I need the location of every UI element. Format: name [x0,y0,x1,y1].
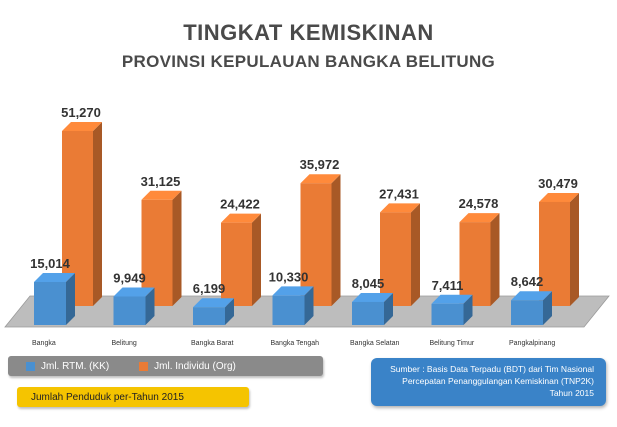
data-label-rtm-5: 7,411 [432,278,464,293]
data-label-rtm-3: 10,330 [269,269,309,284]
data-label-individu-2: 24,422 [220,197,260,212]
bar-individu-2 [221,213,261,306]
population-note: Jumlah Penduduk per-Tahun 2015 [17,387,249,407]
legend-item-rtm: Jml. RTM. (KK) [26,361,109,372]
data-label-individu-5: 24,578 [459,196,499,211]
bar-rtm-1 [113,287,155,325]
legend: Jml. RTM. (KK) Jml. Individu (Org) [8,356,323,376]
category-label-5: Belitung Timur [430,340,475,347]
chart-title: TINGKAT KEMISKINAN [183,20,434,45]
legend-label-individu: Jml. Individu (Org) [154,360,236,372]
data-label-individu-0: 51,270 [61,105,101,120]
bar-rtm-5 [431,294,473,325]
bar-individu-1 [141,190,182,306]
bar-rtm-2 [193,298,234,325]
legend-swatch-individu [139,361,149,371]
source-line-2: Percepatan Penanggulangan Kemiskinan (TN… [402,376,594,386]
bar-rtm-3 [272,286,314,325]
bar-individu-0 [62,122,102,306]
legend-swatch-rtm [26,361,35,371]
bar-individu-5 [459,213,500,306]
legend-label-rtm: Jml. RTM. (KK) [41,360,110,372]
bar-rtm-4 [352,292,393,325]
source-line-1: Sumber : Basis Data Terpadu (BDT) dari T… [390,364,594,374]
legend-item-individu: Jml. Individu (Org) [139,361,236,372]
data-label-rtm-6: 8,642 [511,274,544,289]
data-label-individu-6: 30,479 [538,176,578,191]
category-label-3: Bangka Tengah [271,340,320,347]
bar-individu-6 [539,192,579,306]
bar-individu-4 [380,203,420,306]
chart-subtitle: PROVINSI KEPULAUAN BANGKA BELITUNG [121,52,496,71]
bar-rtm-0 [34,273,75,325]
source-line-3: Tahun 2015 [549,388,594,398]
category-label-4: Bangka Selatan [350,340,400,347]
data-label-rtm-4: 8,045 [352,276,385,291]
bar-individu-3 [300,174,341,306]
data-label-individu-1: 31,125 [141,174,181,189]
data-label-individu-4: 27,431 [379,186,419,201]
data-label-rtm-0: 15,014 [30,256,71,271]
data-label-rtm-2: 6,199 [193,281,226,296]
bar-rtm-6 [511,291,552,325]
category-label-1: Belitung [112,340,137,347]
category-label-6: Pangkalpinang [509,340,555,347]
data-label-individu-3: 35,972 [300,157,340,172]
data-label-rtm-1: 9,949 [113,271,146,286]
category-label-2: Bangka Barat [191,340,233,347]
category-label-0: Bangka [32,340,56,347]
source-box: Sumber : Basis Data Terpadu (BDT) dari T… [371,358,606,406]
